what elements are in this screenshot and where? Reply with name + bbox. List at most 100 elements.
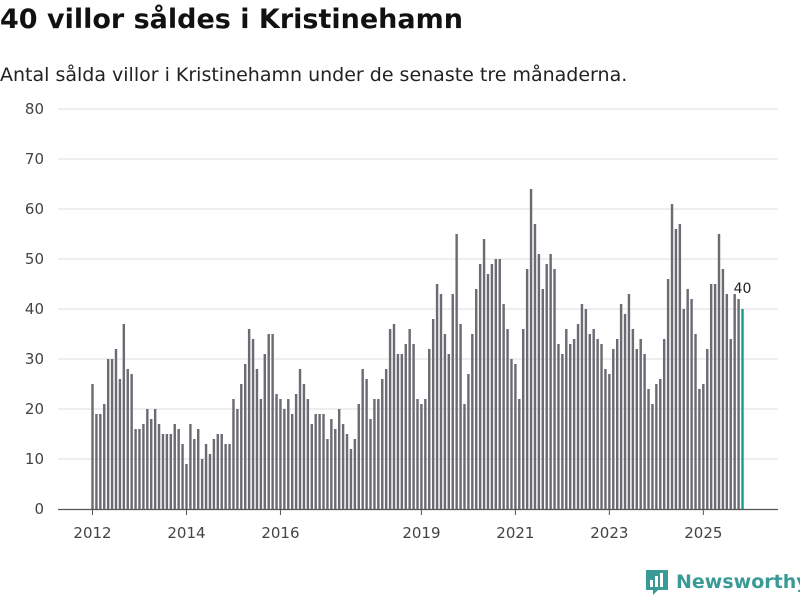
bar: [639, 339, 642, 509]
bar: [177, 429, 180, 509]
bar: [631, 329, 635, 509]
bar: [208, 454, 212, 509]
bar: [694, 334, 697, 509]
x-tick-label: 2021: [496, 524, 534, 542]
bar: [580, 304, 584, 509]
bar: [236, 409, 239, 509]
chart-subtitle: Antal sålda villor i Kristinehamn under …: [0, 64, 628, 86]
x-axis: 2012 2014 2016 2019 2021 2023 2025: [58, 508, 778, 542]
bar: [666, 279, 670, 509]
bar: [157, 424, 161, 509]
bar: [545, 264, 548, 509]
y-tick-label: 70: [25, 150, 44, 168]
bar: [353, 439, 357, 509]
bar: [404, 344, 407, 509]
bar: [604, 369, 607, 509]
bar: [670, 204, 674, 509]
bar: [678, 224, 682, 509]
bar: [240, 384, 243, 509]
y-axis: 0 10 20 30 40 50 60 70 80: [25, 100, 44, 518]
bar: [290, 414, 294, 509]
x-tick-label: 2025: [684, 524, 722, 542]
bar: [330, 419, 333, 509]
bar: [369, 419, 372, 509]
bar: [150, 419, 153, 509]
bar: [709, 284, 713, 509]
bar: [651, 404, 654, 509]
bar: [737, 299, 740, 509]
bar: [91, 384, 94, 509]
bar: [612, 349, 615, 509]
bar: [251, 339, 255, 509]
bar: [95, 414, 98, 509]
bar: [643, 354, 646, 509]
bar: [635, 349, 638, 509]
bar: [310, 424, 313, 509]
bar: [118, 379, 122, 509]
bar: [662, 339, 666, 509]
bar: [130, 374, 133, 509]
bar: [533, 224, 537, 509]
bar: [721, 269, 725, 509]
x-tick-label: 2016: [261, 524, 299, 542]
bar: [412, 344, 415, 509]
bar: [475, 289, 478, 509]
bar: [384, 369, 388, 509]
bar: [569, 344, 572, 509]
bar: [428, 349, 431, 509]
bar: [463, 404, 466, 509]
bar: [498, 259, 501, 509]
bar: [537, 254, 541, 509]
x-tick-label: 2012: [73, 524, 111, 542]
bar: [514, 364, 517, 509]
bar: [357, 404, 360, 509]
bar: [627, 294, 631, 509]
bar: [600, 344, 603, 509]
bar: [561, 354, 564, 509]
bar: [224, 444, 227, 509]
bar: [416, 399, 419, 509]
bar: [529, 189, 533, 509]
bar: [502, 304, 505, 509]
bar: [541, 289, 545, 509]
bar: [373, 399, 376, 509]
bar: [306, 399, 310, 509]
bar: [725, 294, 729, 509]
bar: [181, 444, 184, 509]
bar: [682, 309, 685, 509]
bar: [349, 449, 353, 509]
bar: [471, 334, 474, 509]
bar: [212, 439, 216, 509]
bar: [169, 434, 173, 509]
bar: [420, 404, 423, 509]
data-labels: 40: [734, 281, 752, 297]
bar: [435, 284, 439, 509]
bar: [467, 374, 470, 509]
bar: [314, 414, 317, 509]
bar: [126, 369, 129, 509]
y-tick-label: 80: [25, 100, 44, 118]
bar: [220, 434, 223, 509]
bar: [674, 229, 678, 509]
bar: [216, 434, 220, 509]
bar: [510, 359, 513, 509]
y-tick-label: 60: [25, 200, 44, 218]
bar: [506, 329, 509, 509]
bar: [443, 334, 447, 509]
bar: [565, 329, 568, 509]
bar: [584, 309, 588, 509]
bar: [287, 399, 290, 509]
bar: [271, 334, 274, 509]
bar: [341, 424, 345, 509]
bar: [592, 329, 595, 509]
bar: [185, 464, 188, 509]
bar: [522, 329, 525, 509]
bar: [110, 359, 114, 509]
bar: [345, 434, 349, 509]
bar: [525, 269, 529, 509]
bar: [146, 409, 149, 509]
bar: [200, 459, 204, 509]
bar: [557, 344, 560, 509]
bar: [294, 394, 298, 509]
